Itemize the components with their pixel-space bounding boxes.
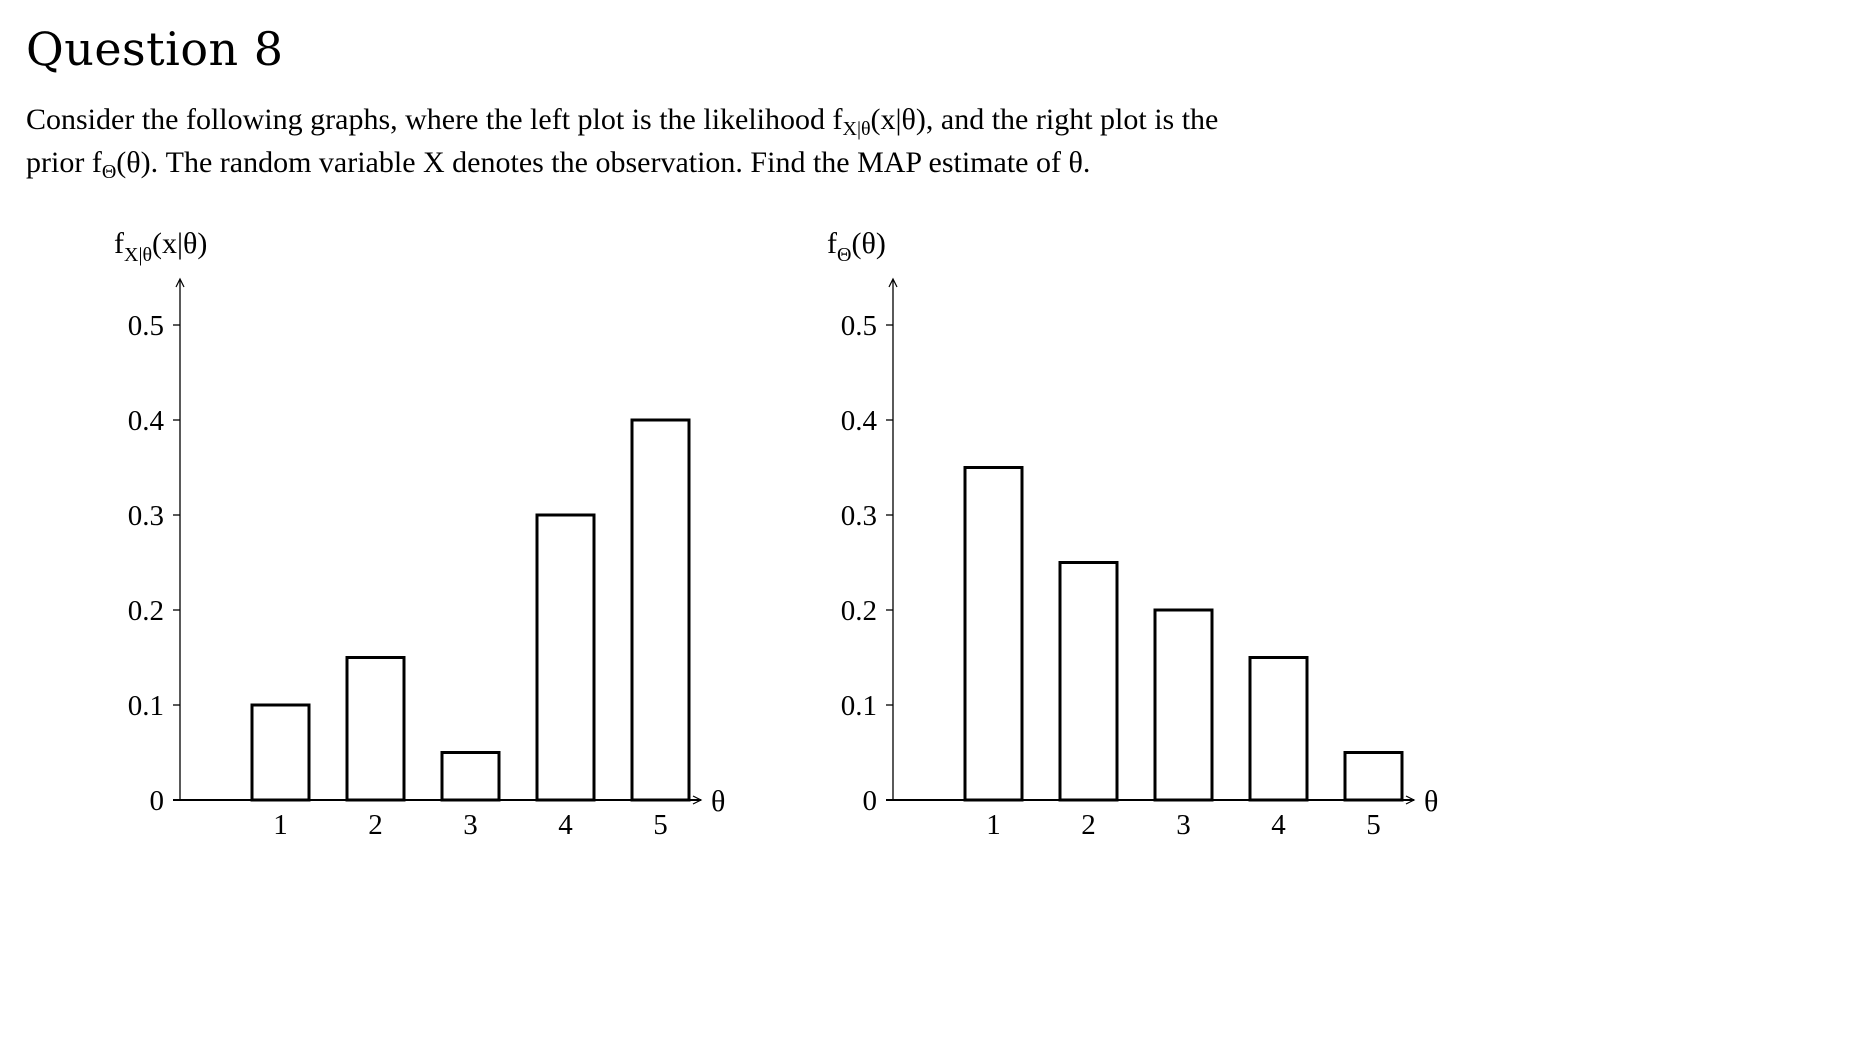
y-tick-label: 0.4 bbox=[128, 405, 165, 437]
x-tick-label: 5 bbox=[653, 809, 668, 841]
x-tick-label: 4 bbox=[1271, 809, 1286, 841]
bar bbox=[1248, 656, 1309, 802]
text-fragment: Consider the following graphs, where the… bbox=[26, 103, 843, 136]
y-tick-label: 0.2 bbox=[841, 595, 877, 627]
bar bbox=[1058, 561, 1119, 802]
bar bbox=[440, 751, 501, 802]
prior-chart: fΘ(θ) 0 0.1 0.2 0.3 0.4 0.5 1 2 3 4 5 θ bbox=[713, 220, 1513, 864]
x-axis-label: θ bbox=[1424, 785, 1438, 818]
likelihood-chart: fX|θ(x|θ) 0 0.1 0.2 0.3 0.4 0.5 1 2 3 4 5 θ bbox=[0, 220, 800, 864]
bar bbox=[345, 656, 406, 802]
text-fragment: prior f bbox=[26, 146, 102, 179]
x-axis-label: θ bbox=[711, 785, 725, 818]
y-tick-label: 0.1 bbox=[841, 690, 877, 722]
y-tick-label: 0.3 bbox=[128, 500, 164, 532]
y-tick-label: 0.5 bbox=[128, 310, 164, 342]
x-tick-label: 4 bbox=[558, 809, 573, 841]
bar bbox=[1343, 751, 1404, 802]
question-title: Question 8 bbox=[26, 22, 284, 76]
bar bbox=[535, 513, 596, 802]
x-tick-label: 2 bbox=[368, 809, 383, 841]
y-tick-label: 0.4 bbox=[841, 405, 878, 437]
x-axis-arrow-icon bbox=[692, 795, 703, 805]
y-tick-label: 0.2 bbox=[128, 595, 164, 627]
y-axis-label: fX|θ(x|θ) bbox=[114, 227, 207, 266]
question-text-line-2: prior fΘ(θ). The random variable X denot… bbox=[26, 141, 1556, 184]
y-tick-label: 0 bbox=[150, 785, 165, 817]
x-tick-label: 1 bbox=[986, 809, 1001, 841]
subscript: Θ bbox=[101, 161, 117, 183]
y-tick-label: 0 bbox=[863, 785, 878, 817]
prior-chart-svg: fΘ(θ) 0 0.1 0.2 0.3 0.4 0.5 1 2 3 4 5 θ bbox=[827, 227, 1438, 841]
x-tick-label: 1 bbox=[273, 809, 288, 841]
subscript: X|θ bbox=[842, 118, 871, 140]
y-tick-label: 0.1 bbox=[128, 690, 164, 722]
text-fragment: (x|θ), and the right plot is the bbox=[870, 103, 1219, 136]
y-tick-label: 0.5 bbox=[841, 310, 877, 342]
x-tick-label: 5 bbox=[1366, 809, 1381, 841]
x-axis-arrow-icon bbox=[1405, 795, 1416, 805]
question-text-line-1: Consider the following graphs, where the… bbox=[26, 98, 1556, 141]
y-axis-arrow-icon bbox=[175, 277, 185, 288]
bar bbox=[250, 703, 311, 802]
x-tick-label: 3 bbox=[1176, 809, 1191, 841]
likelihood-chart-svg: fX|θ(x|θ) 0 0.1 0.2 0.3 0.4 0.5 1 2 3 4 5 θ bbox=[114, 227, 725, 841]
bar bbox=[630, 418, 691, 802]
text-fragment: (θ). The random variable X denotes the o… bbox=[116, 146, 1091, 179]
x-tick-label: 2 bbox=[1081, 809, 1096, 841]
bar bbox=[1153, 608, 1214, 802]
y-axis-arrow-icon bbox=[888, 277, 898, 288]
bar bbox=[963, 466, 1024, 802]
x-tick-label: 3 bbox=[463, 809, 478, 841]
y-axis-label: fΘ(θ) bbox=[827, 227, 886, 266]
y-tick-label: 0.3 bbox=[841, 500, 877, 532]
question-text: Consider the following graphs, where the… bbox=[26, 98, 1556, 184]
